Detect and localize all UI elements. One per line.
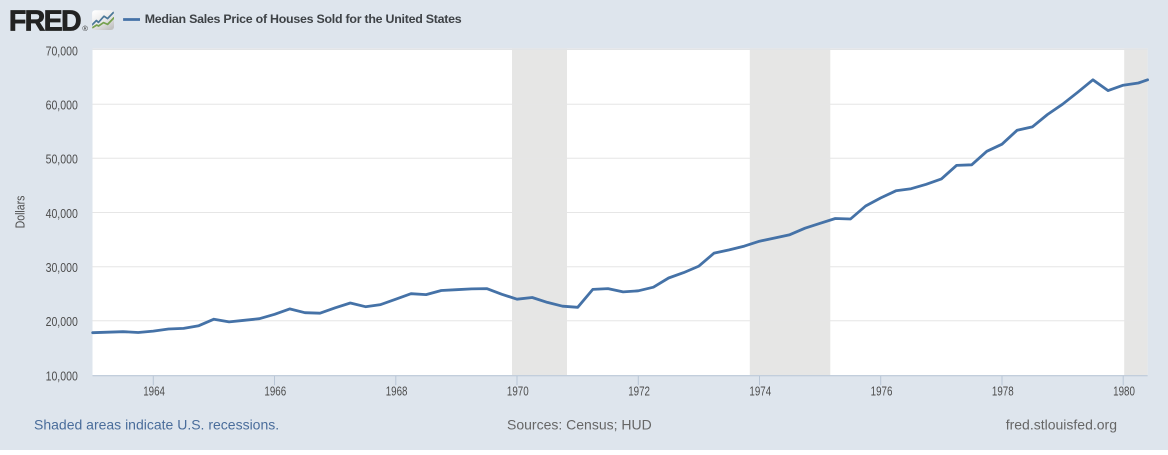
svg-text:70,000: 70,000 — [46, 45, 79, 59]
svg-text:1976: 1976 — [871, 385, 893, 398]
svg-text:30,000: 30,000 — [46, 261, 79, 275]
svg-text:1966: 1966 — [264, 385, 286, 398]
svg-text:FRED: FRED — [9, 6, 81, 38]
svg-text:Median Sales Price of Houses S: Median Sales Price of Houses Sold for th… — [145, 12, 462, 26]
svg-text:40,000: 40,000 — [46, 207, 79, 221]
svg-text:Shaded areas indicate U.S. rec: Shaded areas indicate U.S. recessions. — [34, 416, 279, 432]
svg-text:1978: 1978 — [992, 385, 1014, 398]
svg-text:1968: 1968 — [386, 385, 408, 398]
svg-text:1974: 1974 — [749, 385, 771, 398]
svg-text:1980: 1980 — [1113, 385, 1135, 398]
svg-text:1964: 1964 — [143, 385, 165, 398]
svg-text:Dollars: Dollars — [14, 195, 28, 228]
svg-text:Sources: Census; HUD: Sources: Census; HUD — [507, 416, 652, 432]
svg-text:1970: 1970 — [507, 385, 529, 398]
svg-text:10,000: 10,000 — [46, 370, 79, 384]
svg-text:50,000: 50,000 — [46, 153, 79, 167]
svg-text:1972: 1972 — [628, 385, 650, 398]
svg-text:fred.stlouisfed.org: fred.stlouisfed.org — [1006, 416, 1117, 432]
svg-text:®: ® — [82, 24, 88, 33]
svg-text:60,000: 60,000 — [46, 99, 79, 113]
svg-text:20,000: 20,000 — [46, 315, 79, 329]
